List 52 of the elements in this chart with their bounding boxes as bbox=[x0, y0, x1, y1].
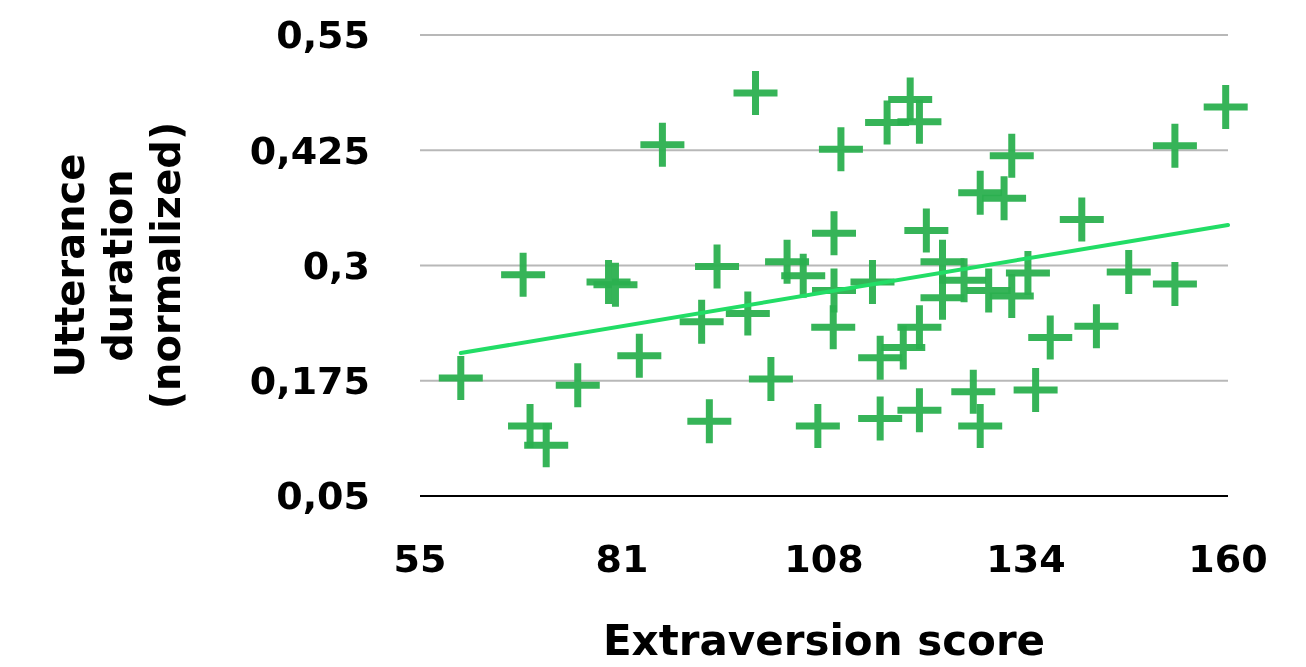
x-tick-label: 55 bbox=[393, 537, 447, 581]
point bbox=[858, 396, 903, 441]
point bbox=[1005, 250, 1050, 295]
x-axis-title: Extraversion score bbox=[602, 616, 1046, 665]
point bbox=[858, 335, 903, 380]
y-tick-label: 0,425 bbox=[249, 128, 370, 173]
point bbox=[1152, 123, 1197, 168]
point bbox=[881, 325, 926, 370]
point bbox=[748, 356, 793, 401]
y-tick-label: 0,55 bbox=[276, 13, 370, 58]
point bbox=[811, 305, 856, 350]
y-tick-label: 0,3 bbox=[302, 243, 370, 288]
point bbox=[687, 399, 732, 444]
point bbox=[795, 403, 840, 448]
point bbox=[989, 273, 1034, 318]
point bbox=[733, 71, 778, 116]
point bbox=[524, 423, 569, 468]
point bbox=[438, 355, 483, 400]
x-tick-label: 108 bbox=[784, 537, 864, 581]
point bbox=[958, 403, 1003, 448]
y-tick-label: 0,175 bbox=[249, 359, 370, 404]
point bbox=[818, 127, 863, 172]
point bbox=[897, 388, 942, 433]
point bbox=[1106, 249, 1151, 294]
point bbox=[951, 369, 996, 414]
point bbox=[781, 253, 826, 298]
point bbox=[501, 252, 546, 297]
point bbox=[1028, 315, 1073, 360]
x-tick-label: 134 bbox=[986, 537, 1066, 581]
point bbox=[1203, 84, 1248, 129]
point bbox=[812, 211, 856, 256]
point bbox=[1152, 261, 1197, 306]
point bbox=[1074, 304, 1119, 349]
point bbox=[989, 133, 1034, 178]
point bbox=[982, 176, 1027, 221]
point bbox=[640, 122, 685, 167]
x-tick-label: 160 bbox=[1188, 537, 1268, 581]
point bbox=[897, 99, 942, 144]
point bbox=[695, 244, 740, 289]
point bbox=[555, 363, 600, 408]
point bbox=[593, 262, 638, 307]
point bbox=[958, 170, 1003, 215]
y-axis-title: Utterance duration (normalized) bbox=[47, 121, 189, 410]
y-tick-label: 0,05 bbox=[276, 474, 370, 519]
point bbox=[725, 291, 770, 336]
point bbox=[679, 299, 724, 344]
point bbox=[617, 333, 662, 378]
point bbox=[904, 208, 949, 253]
point bbox=[1059, 197, 1104, 242]
point bbox=[1013, 367, 1058, 412]
x-tick-label: 81 bbox=[595, 537, 649, 581]
point bbox=[920, 275, 965, 320]
